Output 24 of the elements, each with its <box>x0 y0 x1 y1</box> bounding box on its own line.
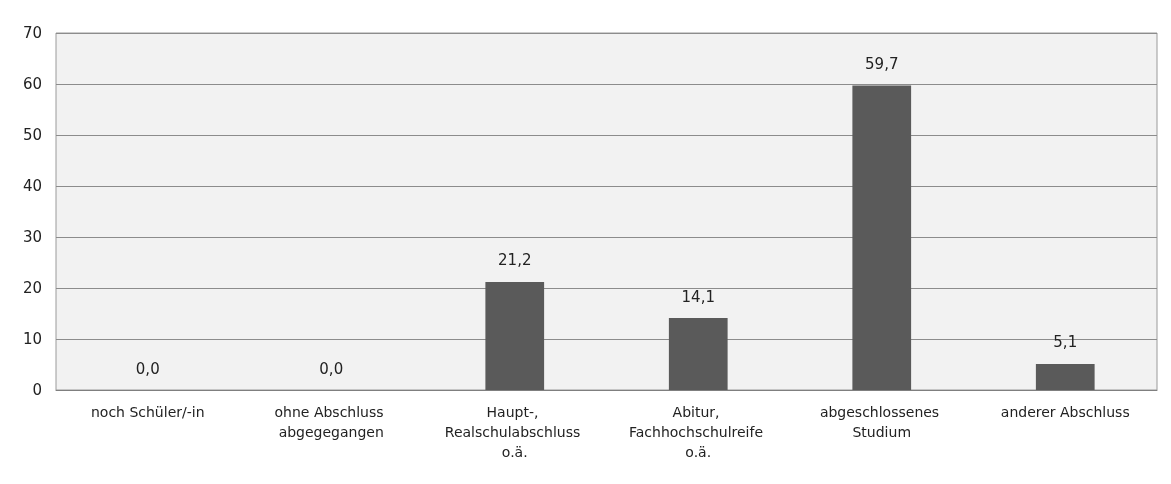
y-tick-label: 70 <box>22 24 42 42</box>
y-tick-label: 0 <box>32 381 42 399</box>
bar <box>668 318 728 390</box>
y-tick-label: 60 <box>22 75 42 93</box>
x-tick-label: noch Schüler/-in <box>90 404 205 420</box>
bar <box>1035 363 1095 390</box>
data-label: 59,7 <box>865 55 899 74</box>
data-label: 5,1 <box>1053 333 1078 352</box>
x-tick-label: anderer Abschluss <box>1000 404 1130 420</box>
x-tick-label: Haupt-, Realschulabschluss o.ä. <box>444 404 585 460</box>
data-label: 21,2 <box>498 251 532 270</box>
x-tick-label: Abitur, Fachhochschulreife o.ä. <box>629 404 768 460</box>
data-label: 14,1 <box>681 287 715 306</box>
x-tick-label: ohne Abschluss abgegegangen <box>274 404 389 440</box>
y-tick-label: 50 <box>22 126 42 144</box>
bar <box>852 85 912 390</box>
y-tick-label: 10 <box>22 330 42 348</box>
bar <box>485 281 545 390</box>
y-tick-label: 20 <box>22 279 42 297</box>
data-label: 0,0 <box>135 359 160 378</box>
data-label: 0,0 <box>319 359 344 378</box>
y-tick-label: 30 <box>22 228 42 246</box>
y-tick-label: 40 <box>22 177 42 195</box>
x-tick-label: abgeschlossenes Studium <box>819 404 944 440</box>
